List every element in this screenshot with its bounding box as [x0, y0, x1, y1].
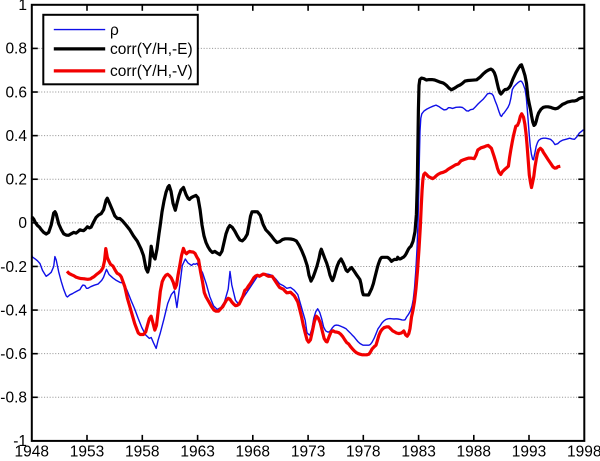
svg-text:1: 1 [18, 0, 27, 14]
svg-text:-0.6: -0.6 [0, 346, 27, 363]
svg-text:1973: 1973 [291, 444, 325, 461]
svg-text:0.4: 0.4 [5, 128, 27, 145]
svg-text:ρ: ρ [110, 22, 119, 39]
svg-text:1953: 1953 [70, 444, 104, 461]
svg-text:1993: 1993 [512, 444, 546, 461]
svg-text:corr(Y/H,-V): corr(Y/H,-V) [110, 63, 193, 80]
svg-text:-0.2: -0.2 [0, 259, 27, 276]
svg-text:1948: 1948 [15, 444, 49, 461]
svg-text:corr(Y/H,-E): corr(Y/H,-E) [110, 41, 193, 58]
svg-text:-0.4: -0.4 [0, 302, 27, 319]
svg-text:0.2: 0.2 [5, 172, 27, 189]
svg-text:1968: 1968 [236, 444, 270, 461]
svg-text:0.6: 0.6 [5, 84, 27, 101]
svg-text:-0.8: -0.8 [0, 390, 27, 407]
svg-text:-1: -1 [13, 433, 27, 450]
svg-text:1963: 1963 [180, 444, 214, 461]
svg-text:1958: 1958 [125, 444, 159, 461]
svg-text:0: 0 [18, 215, 27, 232]
svg-text:1983: 1983 [401, 444, 435, 461]
svg-text:1988: 1988 [457, 444, 491, 461]
svg-text:1978: 1978 [346, 444, 380, 461]
svg-text:1998: 1998 [567, 444, 600, 461]
svg-text:0.8: 0.8 [5, 41, 27, 58]
